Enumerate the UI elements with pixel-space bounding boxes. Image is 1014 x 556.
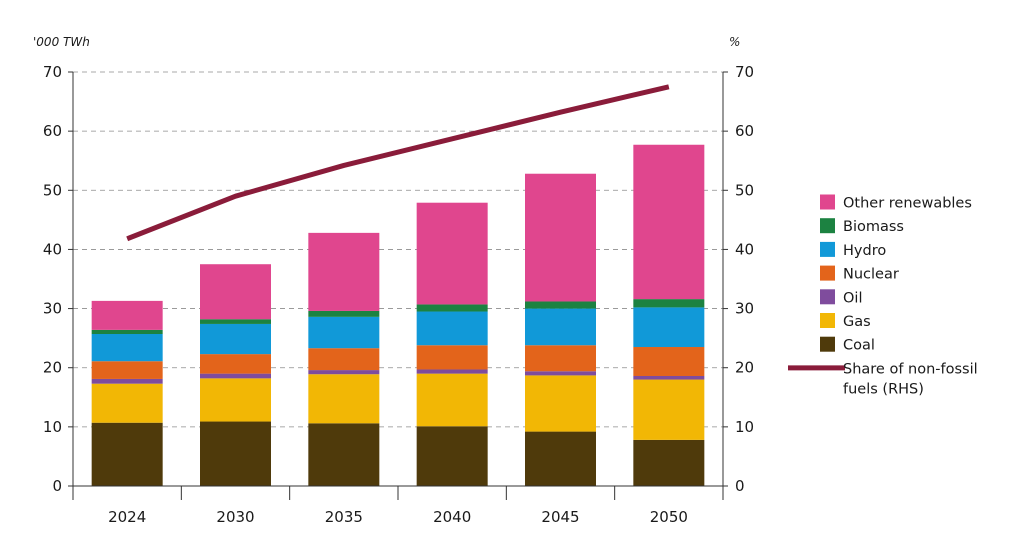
bar-segment-other-renewables — [200, 264, 271, 320]
legend-swatch — [820, 265, 835, 281]
bar-segment-oil — [91, 378, 163, 384]
legend-label: Other renewables — [843, 196, 972, 212]
x-tick-label: 2024 — [108, 508, 146, 526]
bar-segment-hydro — [200, 323, 271, 355]
legend-swatch — [820, 289, 835, 305]
y-left-tick-label: 70 — [43, 63, 62, 81]
y-left-tick-label: 50 — [43, 181, 62, 199]
bar-segment-biomass — [525, 301, 596, 309]
y-right-tick-label: 40 — [735, 240, 754, 258]
bar-segment-gas — [633, 379, 705, 440]
bar-segment-gas — [416, 373, 488, 427]
bar-segment-coal — [416, 426, 488, 486]
legend-swatch — [820, 336, 835, 352]
bar-segment-gas — [91, 383, 163, 423]
x-tick-label: 2040 — [433, 508, 471, 526]
legend-label: Share of non-fossil fuels (RHS) — [843, 361, 978, 397]
bar-segment-nuclear — [416, 345, 488, 370]
bar-segment-hydro — [416, 311, 488, 346]
legend-label: Nuclear — [843, 267, 899, 283]
bar-segment-coal — [525, 431, 596, 486]
bar-segment-hydro — [525, 308, 596, 346]
y-right-tick-label: 70 — [735, 63, 754, 81]
bar-segment-biomass — [416, 304, 488, 312]
bar-segment-coal — [633, 439, 705, 486]
bar-segment-gas — [200, 378, 271, 422]
legend-swatch — [820, 313, 835, 328]
bar-segment-coal — [308, 423, 380, 486]
legend-label: Oil — [843, 290, 862, 306]
y-right-unit-label: % — [729, 35, 740, 49]
line-series — [126, 84, 670, 242]
y-left-tick-label: 20 — [43, 359, 62, 377]
bar-segment-biomass — [633, 299, 705, 308]
bar-segment-hydro — [308, 316, 380, 349]
y-right-tick-label: 20 — [735, 359, 754, 377]
bar-segment-oil — [308, 370, 380, 375]
x-tick-label: 2030 — [216, 508, 254, 526]
bar-segment-oil — [525, 371, 596, 376]
bar-segment-nuclear — [91, 361, 163, 379]
bar-segment-oil — [633, 375, 705, 380]
y-left-unit-label: '000 TWh — [33, 35, 90, 49]
legend-swatch — [820, 241, 835, 257]
y-right-tick-label: 0 — [735, 477, 745, 495]
bar-segment-coal — [200, 421, 271, 486]
line-share-non-fossil — [126, 84, 670, 242]
bar-segment-nuclear — [200, 354, 271, 374]
legend-label: Gas — [843, 314, 871, 330]
bar-segment-nuclear — [633, 347, 705, 376]
bar-segment-biomass — [200, 319, 271, 324]
bar-segment-other-renewables — [633, 144, 705, 300]
bar-segment-other-renewables — [416, 202, 488, 305]
bar-segment-nuclear — [308, 348, 380, 371]
x-tick-label: 2035 — [325, 508, 363, 526]
legend-label: Biomass — [843, 219, 904, 235]
y-right-tick-label: 30 — [735, 300, 754, 318]
bar-segment-gas — [525, 375, 596, 432]
bar-segment-other-renewables — [525, 173, 596, 302]
y-right-tick-label: 60 — [735, 122, 754, 140]
legend: Other renewables Biomass Hydro Nuclear Oil Ga… — [788, 194, 978, 397]
bar-segment-oil — [200, 373, 271, 379]
y-left-tick-label: 10 — [43, 418, 62, 436]
bar-segment-oil — [416, 369, 488, 374]
y-left-tick-label: 30 — [43, 300, 62, 318]
legend-label: Coal — [843, 338, 875, 354]
bar-segment-gas — [308, 374, 380, 424]
bar-segment-other-renewables — [308, 232, 380, 311]
x-tick-label: 2050 — [650, 508, 688, 526]
bar-segment-hydro — [633, 307, 705, 348]
y-right-tick-label: 10 — [735, 418, 754, 436]
bar-segment-nuclear — [525, 345, 596, 372]
y-left-tick-label: 60 — [43, 122, 62, 140]
x-tick-label: 2045 — [541, 508, 579, 526]
bar-segment-biomass — [308, 310, 380, 317]
y-right-tick-label: 50 — [735, 181, 754, 199]
bar-segment-hydro — [91, 334, 163, 362]
bar-segment-other-renewables — [91, 300, 163, 330]
y-left-tick-label: 40 — [43, 240, 62, 258]
y-left-tick-label: 0 — [52, 477, 62, 495]
bar-segment-biomass — [91, 329, 163, 335]
legend-swatch — [820, 218, 835, 234]
legend-label: Hydro — [843, 243, 886, 259]
grid-lines — [73, 71, 723, 428]
bars — [91, 144, 705, 486]
legend-swatch — [820, 194, 835, 210]
bar-segment-coal — [91, 422, 163, 486]
